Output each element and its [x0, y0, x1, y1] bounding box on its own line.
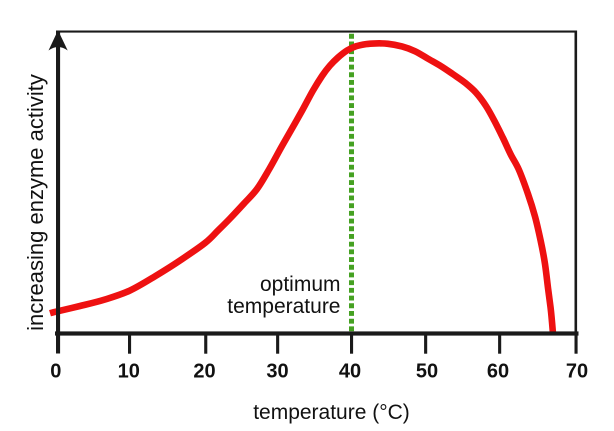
svg-text:0: 0 — [50, 361, 61, 383]
svg-text:20: 20 — [193, 361, 215, 383]
svg-text:70: 70 — [566, 361, 588, 383]
svg-text:40: 40 — [339, 361, 361, 383]
svg-text:temperature: temperature — [227, 295, 340, 318]
svg-text:50: 50 — [416, 361, 438, 383]
svg-text:30: 30 — [266, 361, 288, 383]
svg-text:temperature (°C): temperature (°C) — [253, 401, 410, 424]
svg-text:optimum: optimum — [260, 273, 341, 296]
svg-text:10: 10 — [118, 361, 140, 383]
svg-text:60: 60 — [487, 361, 509, 383]
svg-text:increasing enzyme activity: increasing enzyme activity — [23, 74, 48, 331]
